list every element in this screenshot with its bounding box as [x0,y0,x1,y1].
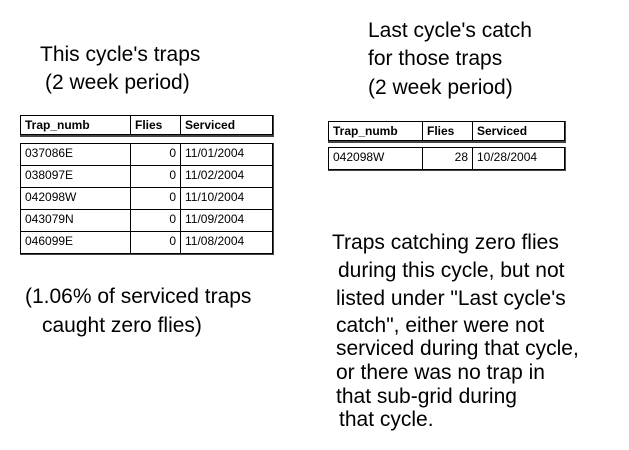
table-header-frame [328,121,566,143]
note-line: or there was no trap in [336,361,545,384]
column-header: Serviced [472,121,565,141]
note-line: that cycle. [339,408,434,431]
table-body-frame [20,143,274,255]
table-cell: 11/10/2004 [180,187,273,210]
heading-line: This cycle's traps [40,43,201,66]
heading-line: (2 week period) [45,71,190,94]
table-cell: 0 [130,231,181,254]
table-cell: 11/01/2004 [180,143,273,166]
table-cell: 043079N [20,209,131,232]
table-cell: 0 [130,209,181,232]
table-cell: 042098W [20,187,131,210]
table-cell: 0 [130,187,181,210]
table-cell: 038097E [20,165,131,188]
note-line: caught zero flies) [42,314,202,337]
note-line: serviced during that cycle, [336,337,579,360]
note-line: (1.06% of serviced traps [25,285,252,308]
note-line: that sub-grid during [336,385,517,408]
table-cell: 10/28/2004 [472,147,565,170]
heading-line: for those traps [368,47,503,70]
table-body-frame [328,147,566,171]
column-header: Trap_numb [20,115,131,135]
note-line: during this cycle, but not [338,259,565,282]
column-header: Serviced [180,115,273,135]
heading-line: (2 week period) [368,76,513,99]
note-line: catch", either were not [336,314,545,337]
table-cell: 037086E [20,143,131,166]
table-cell: 046099E [20,231,131,254]
table-cell: 042098W [328,147,423,170]
table-header-frame [20,115,274,137]
table-cell: 0 [130,143,181,166]
heading-line: Last cycle's catch [368,19,532,42]
table-cell: 11/08/2004 [180,231,273,254]
table-cell: 0 [130,165,181,188]
column-header: Flies [422,121,473,141]
note-line: Traps catching zero flies [332,231,559,254]
column-header: Trap_numb [328,121,423,141]
table-cell: 11/02/2004 [180,165,273,188]
note-line: listed under "Last cycle's [336,287,566,310]
column-header: Flies [130,115,181,135]
table-cell: 28 [422,147,473,170]
table-cell: 11/09/2004 [180,209,273,232]
